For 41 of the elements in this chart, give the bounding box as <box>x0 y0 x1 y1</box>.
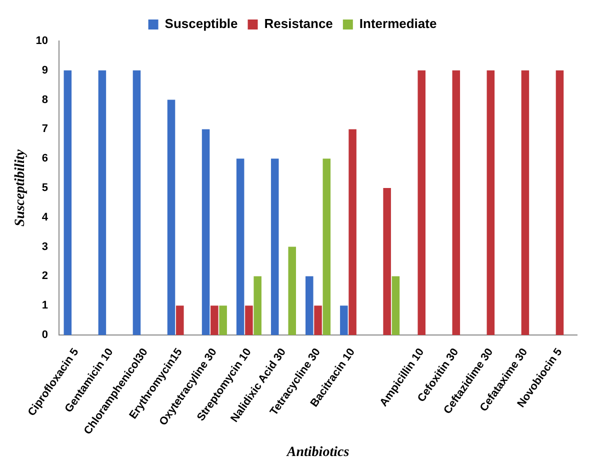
bar <box>64 70 72 336</box>
bar <box>202 129 210 336</box>
legend-label: Intermediate <box>359 16 437 32</box>
bar <box>521 70 530 336</box>
bar <box>245 306 253 336</box>
bar <box>348 129 356 336</box>
bar <box>176 306 184 336</box>
y-tick-label: 3 <box>42 240 48 253</box>
y-tick-label: 10 <box>36 35 48 48</box>
y-tick-label: 6 <box>42 152 48 165</box>
y-tick-label: 4 <box>42 211 49 224</box>
bar <box>314 306 322 336</box>
bar <box>219 306 227 336</box>
bar <box>270 158 279 336</box>
y-tick-label: 0 <box>42 329 48 342</box>
bar <box>98 70 106 336</box>
bar <box>486 70 495 336</box>
y-tick-label: 9 <box>42 64 48 76</box>
bar <box>452 70 460 336</box>
y-tick-label: 1 <box>42 300 48 312</box>
y-tick-label: 8 <box>42 94 48 106</box>
bar <box>418 70 426 336</box>
bar <box>306 276 314 336</box>
y-tick-label: 7 <box>42 123 48 136</box>
legend-label: Susceptible <box>164 16 238 32</box>
bar <box>254 276 262 336</box>
x-axis-title: Antibiotics <box>286 445 350 460</box>
bar <box>556 70 564 336</box>
y-axis-title: Susceptibility <box>13 148 28 227</box>
legend-label: Resistance <box>264 16 333 32</box>
y-tick-label: 5 <box>42 182 48 194</box>
bar <box>288 246 296 336</box>
y-tick-label: 2 <box>42 270 48 282</box>
bar <box>383 188 391 336</box>
bar <box>132 70 141 336</box>
bar <box>392 276 400 336</box>
bar <box>167 100 176 336</box>
bar <box>210 306 218 336</box>
bar <box>340 306 348 336</box>
bar <box>322 158 331 336</box>
bar <box>236 158 244 336</box>
